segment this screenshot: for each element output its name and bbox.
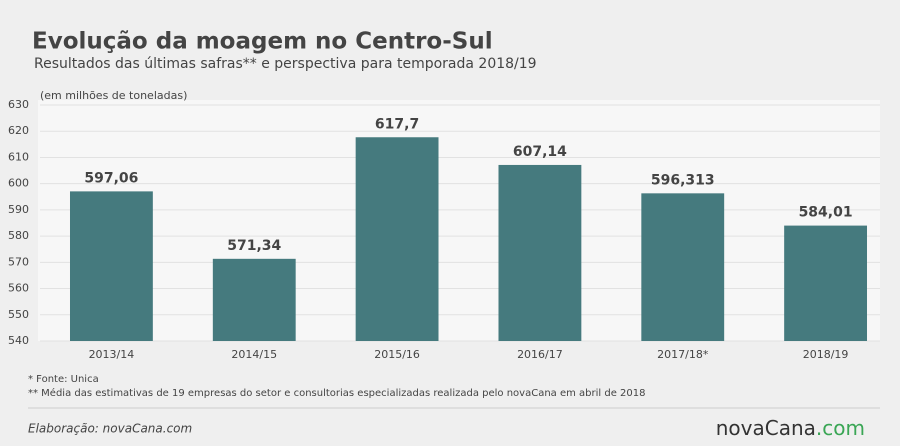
y-axis-label: (em milhões de toneladas) <box>40 89 187 102</box>
logo: novaCana.com <box>716 416 865 440</box>
bar <box>641 193 725 341</box>
y-tick-label: 560 <box>8 282 29 295</box>
y-tick-label: 580 <box>8 229 29 242</box>
x-tick-label: 2018/19 <box>803 348 849 361</box>
y-tick-label: 570 <box>8 255 29 268</box>
note: ** Média das estimativas de 19 empresas … <box>28 387 646 399</box>
x-tick-label: 2015/16 <box>374 348 420 361</box>
y-tick-label: 550 <box>8 308 29 321</box>
y-tick-label: 610 <box>8 150 29 163</box>
value-label: 584,01 <box>799 205 853 221</box>
bar <box>784 225 868 341</box>
value-label: 597,06 <box>84 170 138 186</box>
plot-area <box>38 100 880 341</box>
y-tick-label: 540 <box>8 334 29 347</box>
bar <box>212 258 296 341</box>
x-tick-label: 2013/14 <box>89 348 135 361</box>
value-label: 596,313 <box>651 172 715 188</box>
y-tick-label: 620 <box>8 124 29 137</box>
y-tick-label: 630 <box>8 98 29 111</box>
y-tick-label: 590 <box>8 203 29 216</box>
credit: Elaboração: novaCana.com <box>28 422 192 436</box>
chart-subtitle: Resultados das últimas safras** e perspe… <box>34 56 537 72</box>
y-tick-label: 600 <box>8 177 29 190</box>
value-label: 617,7 <box>375 116 419 132</box>
bar <box>69 191 153 341</box>
logo-part: .com <box>816 416 865 440</box>
logo-part: Cana <box>765 416 816 440</box>
x-tick-label: 2016/17 <box>517 348 563 361</box>
value-label: 571,34 <box>227 238 281 254</box>
value-label: 607,14 <box>513 144 567 160</box>
x-tick-label: 2017/18* <box>657 348 709 361</box>
x-tick-label: 2014/15 <box>231 348 277 361</box>
logo-part: nova <box>716 416 765 440</box>
bar <box>355 137 439 341</box>
bar <box>498 164 582 341</box>
note: * Fonte: Unica <box>28 374 99 385</box>
chart-title: Evolução da moagem no Centro-Sul <box>32 29 493 55</box>
